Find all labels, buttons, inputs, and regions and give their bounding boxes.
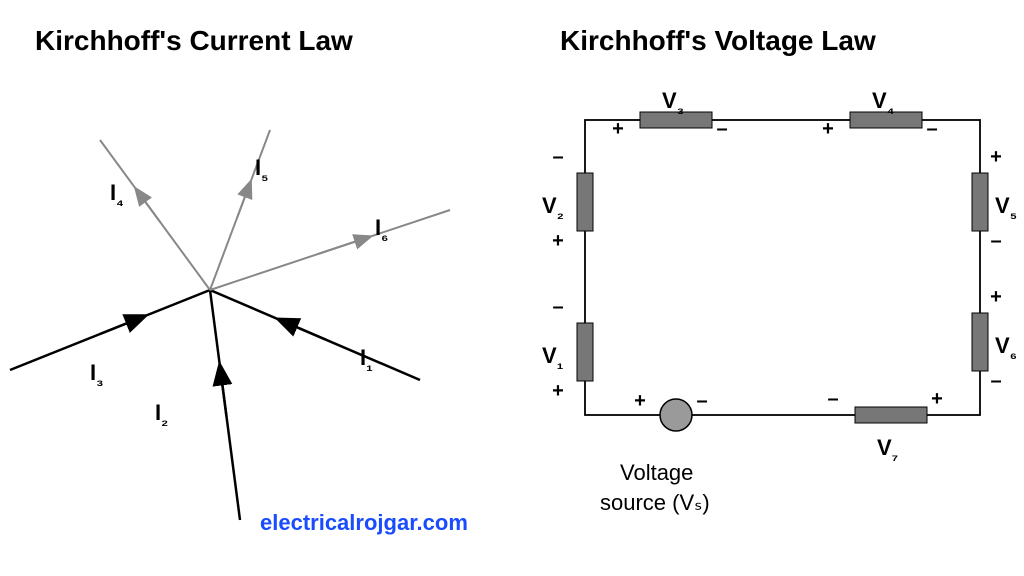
kvl-label-V7: V₇ [877, 435, 898, 465]
voltage-source-label-1: Voltage [620, 460, 693, 486]
watermark: electricalrojgar.com [260, 510, 468, 536]
kcl-label-I2: I₂ [155, 400, 168, 430]
polarity-minus: – [924, 118, 940, 141]
polarity-plus: + [988, 146, 1004, 169]
polarity-plus: + [929, 388, 945, 411]
kcl-label-I5: I₅ [255, 155, 268, 185]
polarity-plus: + [820, 118, 836, 141]
polarity-plus: + [550, 380, 566, 403]
kcl-label-I4: I₄ [110, 180, 124, 210]
kcl-label-I6: I₆ [375, 215, 388, 245]
kvl-diagram [0, 0, 1024, 576]
kvl-label-V4: V₄ [872, 88, 894, 118]
kvl-label-V2: V₂ [542, 193, 564, 223]
polarity-plus: + [988, 286, 1004, 309]
polarity-minus: – [550, 296, 566, 319]
kcl-label-I3: I₃ [90, 360, 104, 390]
kvl-label-V3: V₃ [662, 88, 684, 118]
polarity-minus: – [714, 118, 730, 141]
voltage-source-label-2: source (Vₛ) [600, 490, 710, 516]
polarity-plus: + [610, 118, 626, 141]
polarity-minus: – [988, 370, 1004, 393]
polarity-plus: + [550, 230, 566, 253]
polarity-minus: – [825, 388, 841, 411]
kvl-label-V5: V₅ [995, 193, 1017, 223]
polarity-minus: – [988, 230, 1004, 253]
kvl-label-V6: V₆ [995, 333, 1017, 363]
polarity-plus: + [632, 390, 648, 413]
polarity-minus: – [694, 390, 710, 413]
kvl-label-V1: V₁ [542, 343, 563, 373]
polarity-minus: – [550, 146, 566, 169]
kcl-label-I1: I₁ [360, 345, 373, 375]
